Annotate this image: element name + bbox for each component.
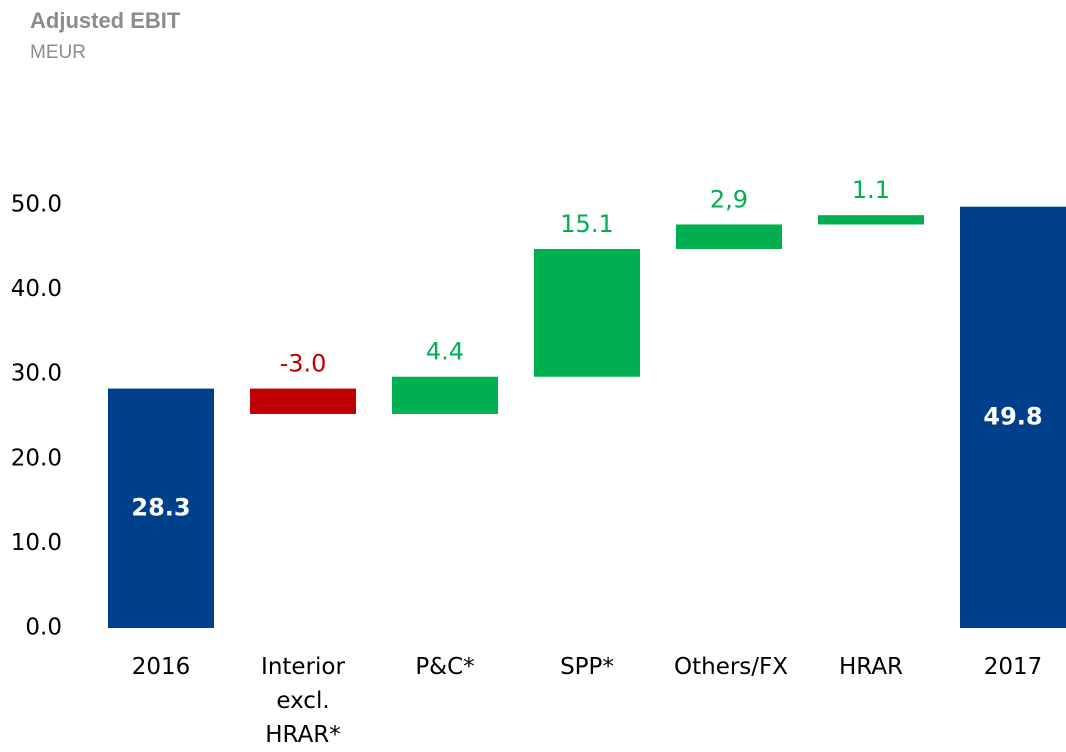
y-tick-label: 0.0 [25, 615, 62, 641]
y-tick-label: 50.0 [11, 192, 62, 218]
chart-subtitle: MEUR [30, 42, 86, 63]
x-tick-label: 2017 [983, 654, 1043, 680]
x-tick-label: HRAR [838, 654, 904, 680]
bar [818, 215, 924, 225]
bar [534, 248, 640, 377]
value-label: 1.1 [852, 176, 890, 204]
bar [392, 376, 498, 414]
bar [960, 206, 1066, 628]
value-label: 49.8 [983, 402, 1042, 430]
x-tick-label: SPP* [560, 654, 614, 680]
y-tick-label: 30.0 [11, 361, 62, 387]
x-tick-label: Others/FX [674, 654, 789, 680]
y-tick-label: 10.0 [11, 530, 62, 556]
value-label: 2,9 [710, 185, 748, 213]
bar [250, 388, 356, 414]
y-tick-label: 20.0 [11, 445, 62, 471]
bar [108, 388, 214, 628]
x-tick-label: 2016 [131, 654, 191, 680]
chart-title: Adjusted EBIT [30, 8, 181, 33]
x-tick-label: P&C* [415, 654, 475, 680]
y-tick-label: 40.0 [11, 276, 62, 302]
value-label: 4.4 [426, 338, 464, 366]
value-label: 28.3 [131, 493, 190, 521]
x-tick-label: Interior excl. HRAR* [261, 654, 345, 748]
bar [676, 224, 782, 249]
value-label: -3.0 [280, 350, 327, 378]
value-label: 15.1 [560, 210, 613, 238]
